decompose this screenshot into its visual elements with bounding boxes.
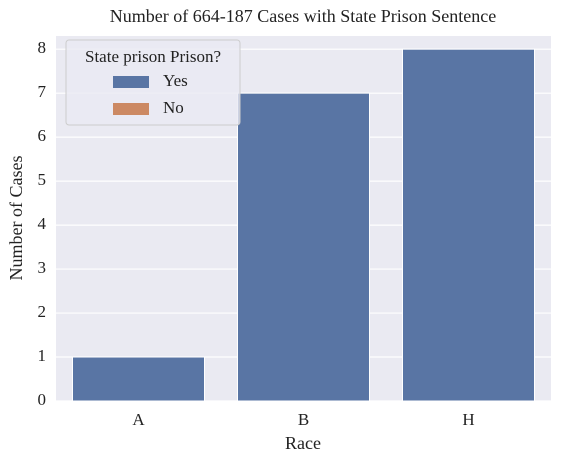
x-tick-label: A [132, 410, 145, 429]
bar [237, 92, 370, 402]
legend-swatch [113, 103, 149, 115]
y-tick-label: 6 [38, 126, 47, 145]
y-axis-label: Number of Cases [6, 156, 26, 281]
legend-label: Yes [163, 71, 188, 90]
x-tick-label: B [298, 410, 309, 429]
y-tick-label: 5 [38, 170, 47, 189]
legend-title: State prison Prison? [85, 47, 221, 66]
legend-box [65, 39, 241, 126]
x-tick-label: H [462, 410, 474, 429]
y-tick-label: 8 [38, 38, 47, 57]
y-tick-label: 2 [38, 302, 47, 321]
y-tick-label: 7 [38, 82, 47, 101]
y-tick-label: 1 [38, 346, 47, 365]
x-axis-label: Race [285, 433, 321, 453]
bar [72, 356, 205, 402]
y-tick-label: 0 [38, 390, 47, 409]
chart-title: Number of 664-187 Cases with State Priso… [110, 6, 496, 26]
y-tick-label: 4 [38, 214, 47, 233]
bar [402, 48, 535, 402]
y-tick-label: 3 [38, 258, 47, 277]
legend-label: No [163, 98, 184, 117]
legend-swatch [113, 76, 149, 88]
